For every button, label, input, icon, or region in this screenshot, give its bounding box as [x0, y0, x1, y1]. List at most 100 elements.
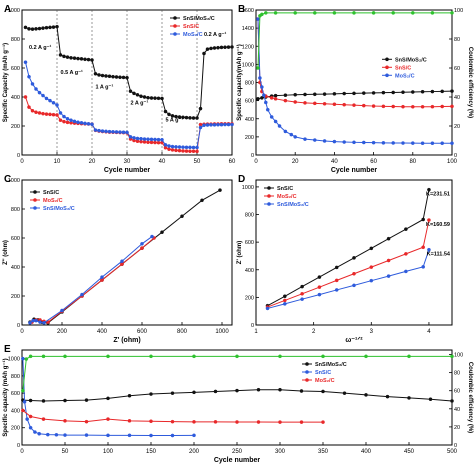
legend-label: SnS/MoS₂/C: [315, 362, 347, 368]
data-point: [391, 141, 396, 145]
data-point: [283, 93, 288, 97]
data-point: [25, 417, 29, 421]
data-point: [440, 89, 445, 94]
data-point: [332, 139, 337, 144]
data-point: [184, 145, 189, 150]
panel-d: D 1 2 3 4 0 200 400 600 800 1000 ω⁻¹ᐟ² Z' (ohm) SnS/C…: [237, 174, 453, 344]
data-point: [283, 294, 287, 299]
data-point: [34, 318, 38, 323]
legend-label: MoS₂/C: [315, 378, 335, 384]
data-point: [170, 148, 175, 152]
data-point: [273, 119, 278, 124]
y-tick-label: 800: [245, 213, 254, 219]
data-point: [84, 419, 89, 424]
data-point: [235, 420, 239, 424]
data-point: [97, 73, 101, 77]
data-point: [312, 92, 317, 97]
data-point: [28, 425, 33, 430]
data-point: [278, 387, 282, 392]
data-point: [334, 278, 339, 283]
data-point: [312, 11, 317, 15]
data-point: [303, 101, 307, 105]
data-point: [371, 140, 376, 145]
data-point: [334, 288, 339, 292]
x-tick-label: 150: [146, 449, 157, 455]
data-point: [212, 123, 217, 127]
data-point: [256, 17, 260, 21]
data-point: [410, 90, 415, 94]
y-tick-label: 0: [17, 323, 20, 329]
data-point: [369, 246, 374, 251]
legend-marker: [173, 24, 177, 28]
data-point: [364, 354, 368, 359]
data-point: [401, 141, 405, 145]
data-point: [209, 123, 213, 127]
y-axis-label: Specific Capacity (mAh g⁻¹): [2, 43, 9, 122]
data-point: [317, 275, 322, 279]
data-point: [160, 230, 164, 234]
x-tick-label: 0: [20, 329, 24, 335]
data-point: [450, 399, 454, 403]
data-point: [174, 114, 178, 119]
y-tick-label: 600: [11, 391, 20, 397]
data-point: [140, 241, 144, 246]
data-point: [213, 420, 218, 424]
y-axis-label: Z' (ohm): [237, 241, 243, 264]
data-point: [121, 130, 126, 135]
data-point: [23, 95, 28, 99]
y-tick-label: 1200: [242, 44, 254, 50]
plot-frame: [21, 179, 233, 326]
x-tick-label: 20: [292, 159, 299, 165]
data-point: [97, 128, 101, 133]
data-point: [407, 396, 411, 400]
data-point: [46, 432, 50, 437]
data-point: [263, 100, 268, 105]
data-point: [342, 391, 347, 395]
x-tick-label: 100: [447, 159, 458, 165]
data-point: [63, 398, 67, 403]
legend-marker: [173, 32, 177, 36]
data-point: [256, 420, 261, 424]
data-point: [44, 96, 49, 101]
data-point: [118, 75, 122, 80]
x-tick-label: 80: [409, 159, 416, 165]
data-point: [195, 145, 199, 150]
data-point: [76, 56, 80, 61]
x-tick-label: 40: [331, 159, 338, 165]
data-point: [104, 129, 108, 134]
data-point: [219, 122, 224, 127]
data-point: [30, 108, 35, 113]
data-point: [149, 419, 153, 424]
legend-marker: [33, 206, 37, 210]
data-point: [300, 297, 304, 301]
data-point: [369, 265, 374, 269]
legend-label: SnS/C: [43, 190, 59, 196]
y-tick-label: 800: [11, 374, 20, 380]
data-point: [361, 91, 366, 95]
y2-axis-label: Coulombic efficiency (%): [467, 362, 473, 433]
data-point: [440, 104, 445, 109]
data-point: [160, 96, 164, 101]
data-point: [100, 275, 104, 279]
data-point: [188, 116, 192, 120]
data-point: [106, 354, 110, 359]
data-point: [404, 252, 408, 256]
y2-tick-label: 0: [454, 153, 457, 159]
data-point: [63, 433, 67, 437]
y2-tick-label: 20: [454, 124, 460, 130]
data-point: [69, 118, 73, 122]
data-point: [84, 398, 89, 402]
data-point: [352, 283, 356, 288]
data-point: [149, 433, 153, 438]
legend-marker: [385, 57, 389, 62]
data-point: [265, 107, 270, 112]
data-point: [195, 149, 199, 154]
y-tick-label: 600: [11, 66, 20, 72]
data-point: [391, 104, 396, 109]
data-point: [181, 145, 185, 149]
data-point: [260, 96, 264, 100]
y-tick-label: 600: [245, 99, 254, 105]
x-axis-label: Cycle number: [214, 457, 261, 464]
data-point: [139, 136, 143, 141]
